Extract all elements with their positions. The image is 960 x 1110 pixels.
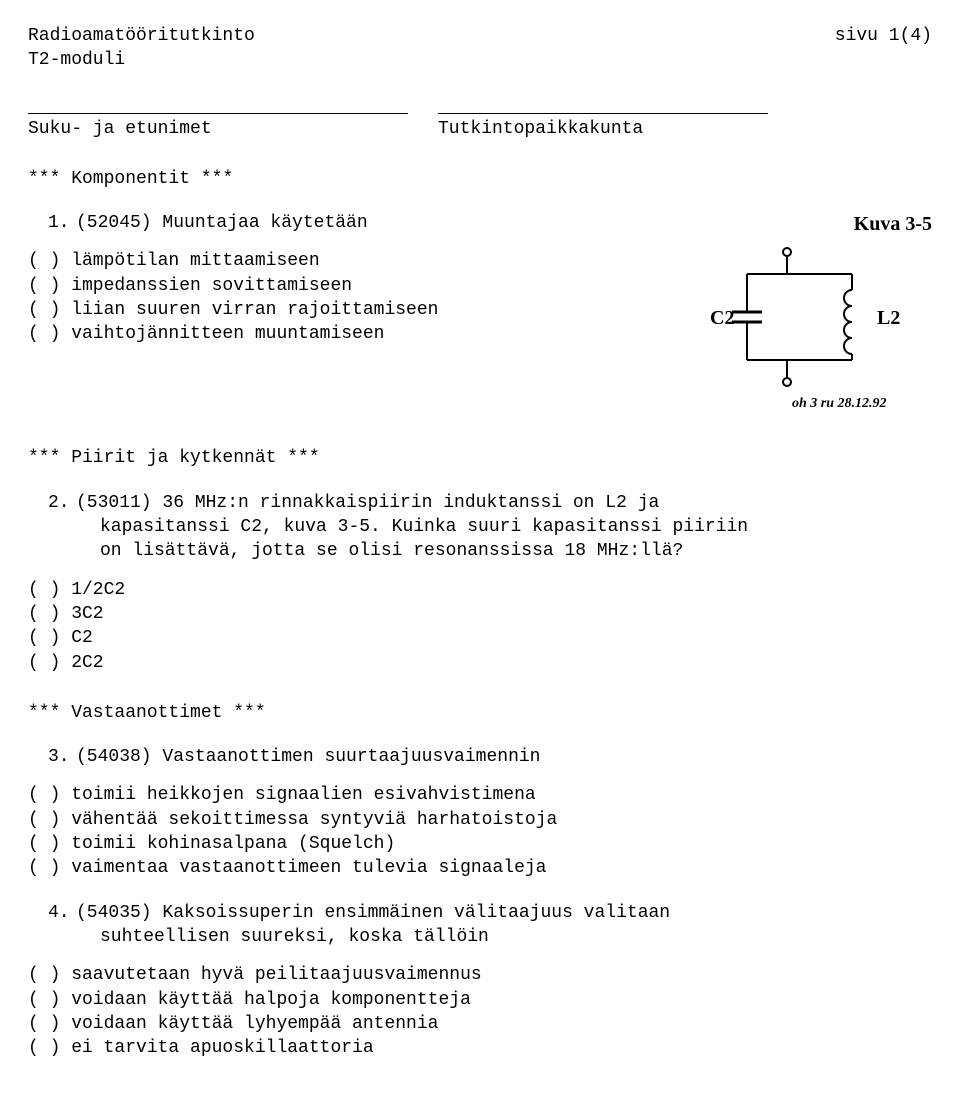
q4-line2: suhteellisen suureksi, koska tällöin <box>48 925 932 949</box>
figure-3-5: Kuva 3-5 C2 L2 <box>692 211 932 420</box>
place-field-label: Tutkintopaikkakunta <box>438 117 768 141</box>
section-piirit: *** Piirit ja kytkennät *** <box>28 446 932 470</box>
q3-option-b[interactable]: ( ) vähentää sekoittimessa syntyviä harh… <box>28 808 932 832</box>
q3-options: ( ) toimii heikkojen signaalien esivahvi… <box>28 783 932 880</box>
q2-option-c[interactable]: ( ) C2 <box>28 626 932 650</box>
q1-option-b[interactable]: ( ) impedanssien sovittamiseen <box>28 274 682 298</box>
place-field[interactable]: Tutkintopaikkakunta <box>438 113 768 141</box>
place-field-line <box>438 113 768 115</box>
name-field[interactable]: Suku- ja etunimet <box>28 113 408 141</box>
q1-options: ( ) lämpötilan mittaamiseen ( ) impedans… <box>28 249 682 346</box>
q1-option-a[interactable]: ( ) lämpötilan mittaamiseen <box>28 249 682 273</box>
q4-option-b[interactable]: ( ) voidaan käyttää halpoja komponenttej… <box>28 988 932 1012</box>
q4-number: 4. <box>48 901 76 925</box>
q4-options: ( ) saavutetaan hyvä peilitaajuusvaimenn… <box>28 963 932 1060</box>
q1-option-c[interactable]: ( ) liian suuren virran rajoittamiseen <box>28 298 682 322</box>
figure-label-l2: L2 <box>877 307 900 329</box>
figure-label-c2: C2 <box>710 307 734 329</box>
q2-line3: on lisättävä, jotta se olisi resonanssis… <box>48 539 932 563</box>
q2-line1: (53011) 36 MHz:n rinnakkaispiirin indukt… <box>76 493 659 513</box>
question-3: 3.(54038) Vastaanottimen suurtaajuusvaim… <box>28 745 932 880</box>
page-header: Radioamatööritutkinto T2-moduli sivu 1(4… <box>28 24 932 73</box>
q3-number: 3. <box>48 745 76 769</box>
q2-option-b[interactable]: ( ) 3C2 <box>28 602 932 626</box>
section-vastaanottimet: *** Vastaanottimet *** <box>28 701 932 725</box>
name-field-line <box>28 113 408 115</box>
q2-options: ( ) 1/2C2 ( ) 3C2 ( ) C2 ( ) 2C2 <box>28 578 932 675</box>
q2-line2: kapasitanssi C2, kuva 3-5. Kuinka suuri … <box>48 515 932 539</box>
question-4: 4.(54035) Kaksoissuperin ensimmäinen väl… <box>28 901 932 1061</box>
q3-text: (54038) Vastaanottimen suurtaajuusvaimen… <box>76 747 540 767</box>
question-1: 1.(52045) Muuntajaa käytetään ( ) lämpöt… <box>28 211 682 346</box>
q4-option-d[interactable]: ( ) ei tarvita apuoskillaattoria <box>28 1036 932 1060</box>
title-line-1: Radioamatööritutkinto <box>28 26 255 46</box>
question-1-row: 1.(52045) Muuntajaa käytetään ( ) lämpöt… <box>28 211 932 420</box>
circuit-diagram-icon: C2 L2 oh 3 ru 28.12.92 <box>692 242 932 412</box>
section-komponentit: *** Komponentit *** <box>28 167 932 191</box>
form-fields: Suku- ja etunimet Tutkintopaikkakunta <box>28 113 932 141</box>
q2-option-a[interactable]: ( ) 1/2C2 <box>28 578 932 602</box>
q2-number: 2. <box>48 491 76 515</box>
q4-line1: (54035) Kaksoissuperin ensimmäinen välit… <box>76 903 670 923</box>
title-line-2: T2-moduli <box>28 50 125 70</box>
q1-text: (52045) Muuntajaa käytetään <box>76 213 368 233</box>
exam-title: Radioamatööritutkinto T2-moduli <box>28 24 255 73</box>
q1-number: 1. <box>48 211 76 235</box>
q3-option-c[interactable]: ( ) toimii kohinasalpana (Squelch) <box>28 832 932 856</box>
q1-option-d[interactable]: ( ) vaihtojännitteen muuntamiseen <box>28 322 682 346</box>
q2-option-d[interactable]: ( ) 2C2 <box>28 651 932 675</box>
page-number: sivu 1(4) <box>835 24 932 73</box>
name-field-label: Suku- ja etunimet <box>28 117 408 141</box>
figure-title: Kuva 3-5 <box>692 211 932 238</box>
q4-option-a[interactable]: ( ) saavutetaan hyvä peilitaajuusvaimenn… <box>28 963 932 987</box>
figure-signature: oh 3 ru 28.12.92 <box>792 396 887 411</box>
q4-option-c[interactable]: ( ) voidaan käyttää lyhyempää antennia <box>28 1012 932 1036</box>
q3-option-a[interactable]: ( ) toimii heikkojen signaalien esivahvi… <box>28 783 932 807</box>
question-2: 2.(53011) 36 MHz:n rinnakkaispiirin indu… <box>28 491 932 675</box>
q3-option-d[interactable]: ( ) vaimentaa vastaanottimeen tulevia si… <box>28 856 932 880</box>
